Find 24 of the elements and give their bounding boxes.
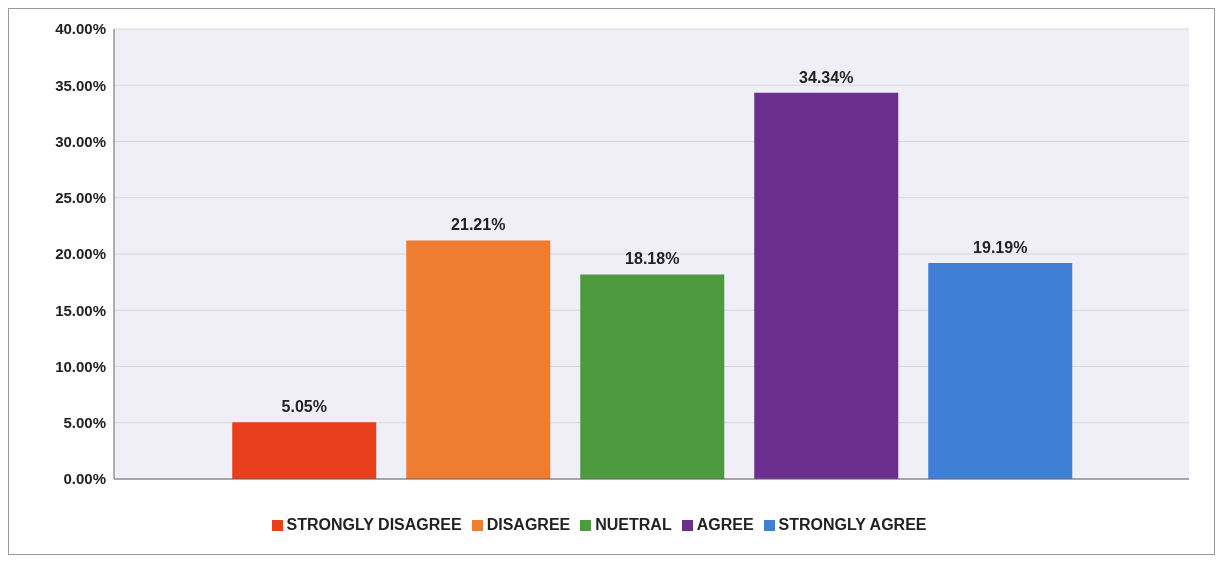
bar <box>232 422 377 479</box>
bar <box>928 263 1073 479</box>
data-label: 19.19% <box>973 239 1028 257</box>
y-tick-label: 40.00% <box>55 20 106 38</box>
y-tick-label: 25.00% <box>55 189 106 207</box>
y-tick-label: 5.00% <box>63 414 106 432</box>
legend-label: STRONGLY DISAGREE <box>286 516 462 533</box>
legend-label: NUETRAL <box>595 516 672 533</box>
data-label: 18.18% <box>625 250 680 268</box>
bar <box>406 240 551 479</box>
y-tick-label: 10.00% <box>55 357 106 375</box>
data-label: 34.34% <box>799 68 854 86</box>
data-label: 5.05% <box>281 398 327 416</box>
y-tick-label: 15.00% <box>55 301 106 319</box>
bar <box>754 92 899 479</box>
y-tick-label: 35.00% <box>55 76 106 94</box>
bar <box>580 274 725 479</box>
data-label: 21.21% <box>451 216 506 234</box>
legend-label: DISAGREE <box>486 516 571 533</box>
y-tick-label: 20.00% <box>55 245 106 263</box>
y-tick-label: 30.00% <box>55 132 106 150</box>
y-tick-label: 0.00% <box>63 470 106 488</box>
legend-label: STRONGLY AGREE <box>778 516 927 533</box>
legend-label: AGREE <box>696 516 754 533</box>
